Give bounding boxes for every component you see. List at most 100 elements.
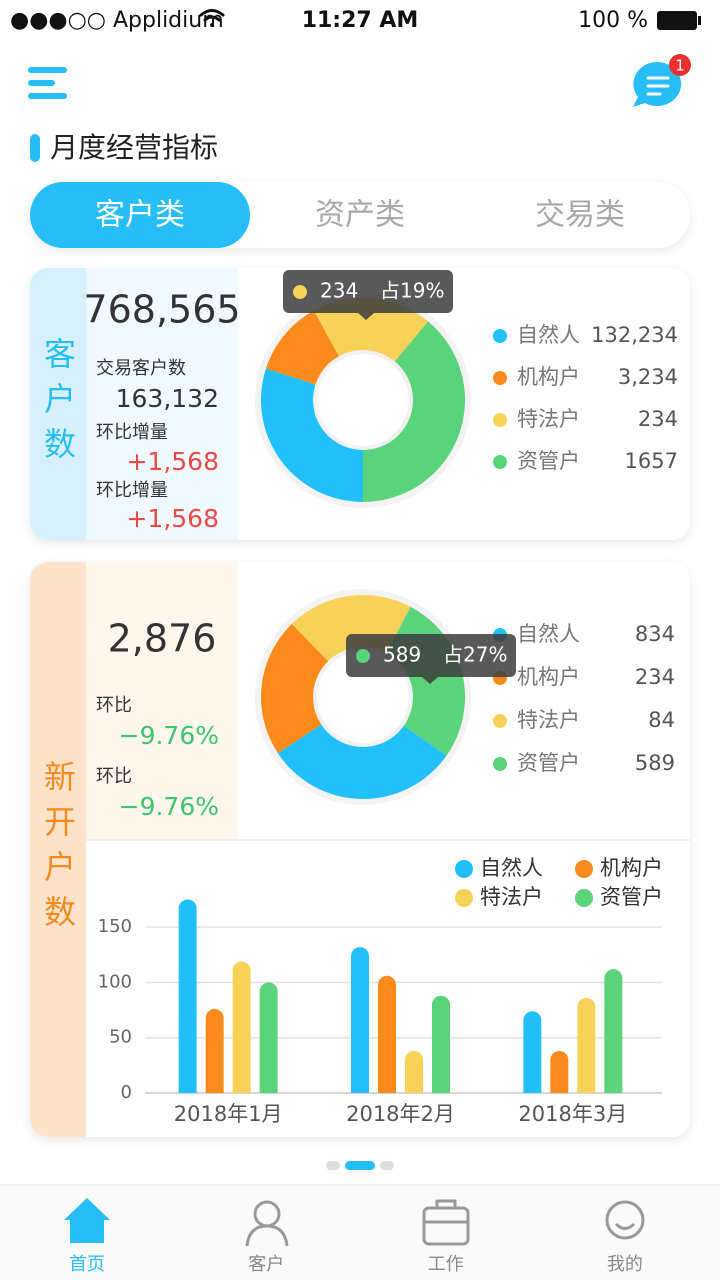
home-icon — [64, 1198, 110, 1243]
tooltip-pointer — [422, 677, 438, 684]
nav-label[interactable]: 工作 — [428, 1254, 464, 1275]
legend-name: 机构户 — [517, 665, 580, 689]
bar — [577, 997, 596, 1093]
donut-segment — [313, 298, 429, 364]
tooltip-value: 234 — [320, 279, 358, 303]
metric-label: 环比 — [96, 695, 132, 716]
tooltip-box — [346, 634, 516, 677]
legend-value: 1657 — [625, 449, 678, 473]
bar — [205, 1008, 224, 1093]
legend-name: 自然人 — [517, 622, 580, 646]
bar — [405, 1050, 423, 1093]
nav-label[interactable]: 客户 — [248, 1254, 284, 1275]
bar — [523, 1011, 542, 1093]
metric-value: −9.76% — [119, 721, 219, 750]
metric-value: 163,132 — [116, 384, 219, 413]
card-total: 768,565 — [83, 288, 240, 332]
metric-label: 交易客户数 — [96, 358, 186, 379]
card-total: 2,876 — [108, 617, 217, 661]
y-tick-label: 50 — [109, 1027, 132, 1048]
bar — [351, 947, 369, 1093]
bar — [259, 982, 278, 1093]
section-title: 月度经营指标 — [50, 131, 218, 164]
tab[interactable]: 客户类 — [95, 198, 185, 233]
x-tick-label: 2018年1月 — [174, 1102, 283, 1126]
bar — [432, 995, 450, 1093]
bar — [178, 899, 197, 1093]
x-tick-label: 2018年2月 — [346, 1102, 455, 1126]
bar — [550, 1050, 569, 1093]
tooltip-pointer — [358, 313, 374, 320]
clock: 11:27 AM — [302, 8, 419, 33]
card-strip — [60, 268, 86, 540]
bottom-nav — [0, 1185, 720, 1280]
title-marker — [30, 134, 40, 162]
legend-value: 834 — [635, 622, 675, 646]
donut-segment — [363, 321, 465, 502]
y-tick-label: 100 — [98, 971, 132, 992]
legend-dot — [575, 860, 593, 878]
donut-segment — [277, 723, 447, 799]
message-button[interactable]: 1 — [633, 54, 691, 107]
tooltip-value: 589 — [383, 643, 421, 667]
tab-active-pill — [30, 182, 250, 248]
legend-name: 机构户 — [517, 365, 580, 389]
y-tick-label: 150 — [98, 916, 132, 937]
tooltip-share: 占27% — [443, 643, 507, 667]
legend-name: 资管户 — [600, 885, 663, 909]
card-panel — [86, 268, 238, 540]
card-label: 新开户数 — [39, 759, 77, 940]
metric-value: +1,568 — [126, 447, 219, 476]
legend-name: 机构户 — [600, 856, 663, 880]
legend-value: 234 — [638, 407, 678, 431]
legend-dot — [455, 860, 473, 878]
legend-dot — [493, 455, 507, 469]
wifi-icon — [199, 9, 225, 27]
metric-label: 环比增量 — [96, 422, 168, 443]
legend-dot — [493, 757, 507, 771]
nav-label[interactable]: 首页 — [69, 1254, 105, 1275]
donut-hole — [313, 350, 413, 450]
donut-segment — [261, 623, 330, 754]
battery-text: 100 % — [578, 8, 648, 33]
donut-segment — [261, 368, 363, 502]
tooltip-dot — [356, 649, 370, 663]
card-label: 客户数 — [39, 336, 77, 472]
nav-label[interactable]: 我的 — [607, 1254, 643, 1275]
legend-name: 特法户 — [480, 885, 543, 909]
legend-value: 84 — [648, 708, 675, 732]
tooltip-share: 占19% — [380, 279, 444, 303]
legend-name: 资管户 — [517, 751, 580, 775]
legend-dot — [493, 413, 507, 427]
legend-dot — [493, 329, 507, 343]
legend-name: 资管户 — [517, 449, 580, 473]
metric-label: 环比 — [96, 766, 132, 787]
donut-segment — [265, 310, 340, 386]
tooltip-box — [283, 270, 453, 313]
tab[interactable]: 交易类 — [535, 198, 625, 233]
legend-dot — [455, 889, 473, 907]
bar — [232, 961, 251, 1093]
pager-dot — [326, 1161, 340, 1170]
card-panel — [86, 562, 238, 840]
menu-button[interactable] — [28, 67, 67, 99]
legend-value: 589 — [635, 751, 675, 775]
legend-name: 自然人 — [480, 856, 543, 880]
metric-label: 环比增量 — [96, 480, 168, 501]
legend-dot — [575, 889, 593, 907]
pager-dot — [345, 1161, 375, 1170]
tooltip-dot — [293, 285, 307, 299]
tab[interactable]: 资产类 — [315, 198, 405, 233]
legend-dot — [493, 714, 507, 728]
pager-dot — [380, 1161, 394, 1170]
card-strip — [60, 562, 86, 1137]
battery-icon — [657, 11, 701, 30]
bar — [604, 969, 623, 1093]
customer-icon — [245, 1200, 289, 1247]
bar — [378, 975, 396, 1093]
y-tick-label: 0 — [121, 1082, 132, 1103]
legend-name: 自然人 — [517, 323, 580, 347]
metric-value: +1,568 — [126, 504, 219, 533]
